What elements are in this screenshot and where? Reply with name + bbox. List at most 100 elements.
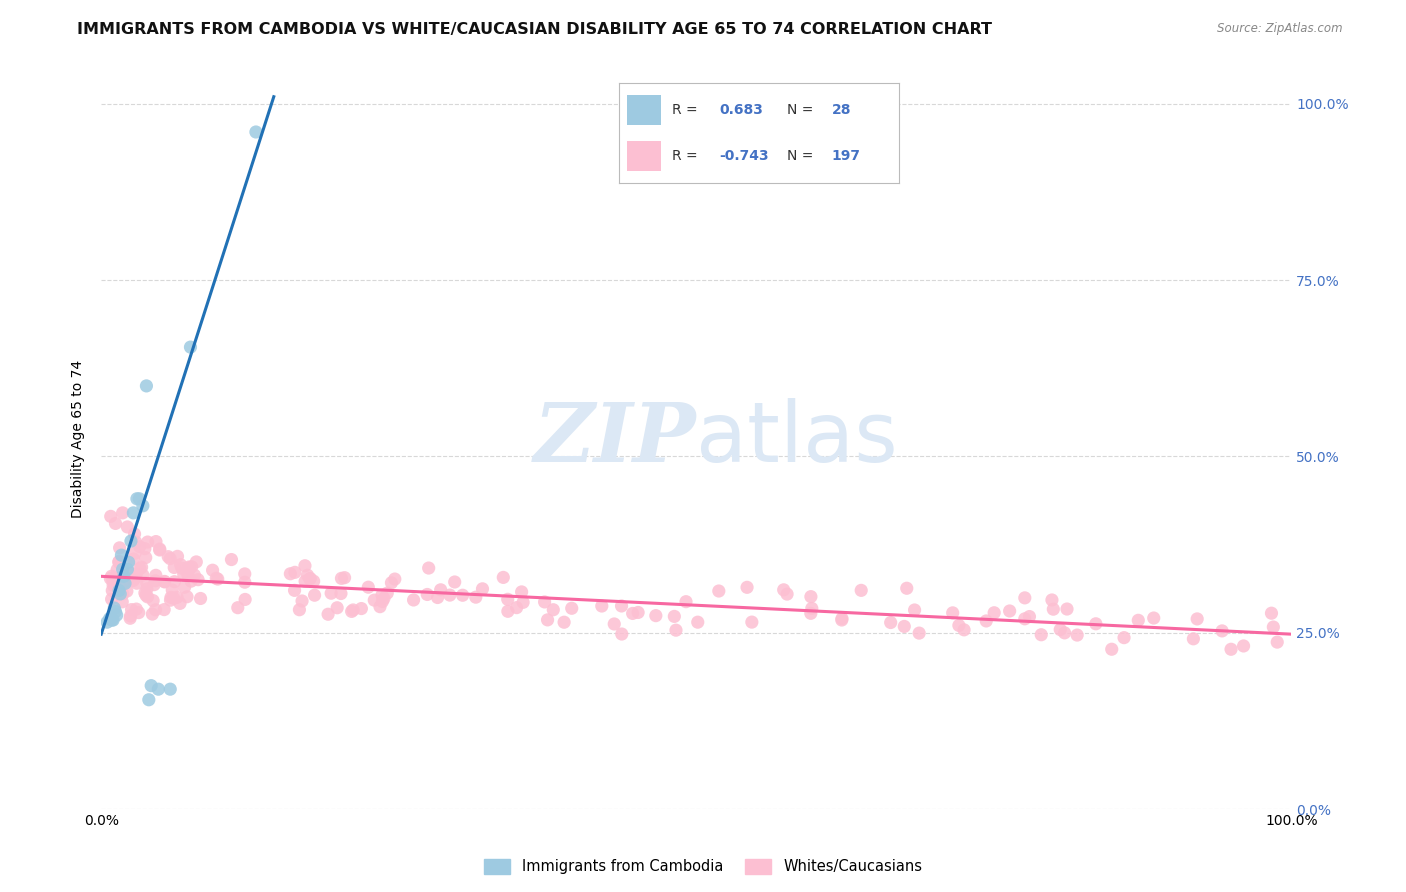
Point bbox=[124, 571, 146, 585]
Point bbox=[122, 552, 145, 566]
Point bbox=[162, 582, 184, 597]
Point bbox=[302, 574, 325, 589]
Point bbox=[121, 571, 143, 585]
Point bbox=[350, 601, 373, 615]
Point bbox=[1220, 642, 1243, 657]
Point bbox=[464, 590, 486, 604]
Point bbox=[120, 609, 142, 624]
Point bbox=[1014, 591, 1036, 605]
Point bbox=[169, 596, 191, 610]
Point bbox=[173, 580, 195, 594]
Point bbox=[512, 595, 534, 609]
Point bbox=[741, 615, 763, 629]
Point bbox=[190, 591, 212, 606]
Point bbox=[226, 600, 249, 615]
Point bbox=[384, 572, 406, 586]
Point bbox=[111, 506, 134, 520]
Point bbox=[136, 535, 159, 549]
Point bbox=[675, 595, 697, 609]
Point bbox=[893, 619, 915, 633]
Point bbox=[125, 576, 148, 591]
Point bbox=[1018, 609, 1040, 624]
Point bbox=[100, 612, 122, 626]
Point bbox=[735, 580, 758, 594]
Point bbox=[291, 594, 314, 608]
Point bbox=[536, 613, 558, 627]
Point bbox=[330, 571, 353, 585]
Point bbox=[118, 566, 141, 580]
Legend: Immigrants from Cambodia, Whites/Caucasians: Immigrants from Cambodia, Whites/Caucasi… bbox=[478, 853, 928, 880]
Point bbox=[1143, 611, 1166, 625]
Point bbox=[380, 575, 402, 590]
Point bbox=[163, 574, 186, 589]
Point bbox=[983, 606, 1005, 620]
Point bbox=[143, 577, 166, 591]
Point bbox=[101, 583, 124, 598]
Point bbox=[800, 601, 823, 615]
Point bbox=[621, 607, 644, 621]
Point bbox=[851, 583, 873, 598]
Point bbox=[136, 582, 159, 596]
Point bbox=[170, 561, 193, 575]
Point bbox=[299, 571, 322, 585]
Point bbox=[1084, 616, 1107, 631]
Point bbox=[1056, 602, 1078, 616]
Point bbox=[100, 592, 122, 607]
Point bbox=[141, 679, 163, 693]
Point bbox=[101, 613, 124, 627]
Point bbox=[135, 379, 157, 393]
Point bbox=[610, 599, 633, 613]
Point bbox=[105, 608, 128, 623]
Point bbox=[183, 568, 205, 582]
Point bbox=[111, 587, 134, 601]
Point bbox=[1185, 612, 1208, 626]
Point bbox=[492, 570, 515, 584]
Point bbox=[1066, 628, 1088, 642]
Point bbox=[108, 557, 131, 571]
Point bbox=[1265, 635, 1288, 649]
Point bbox=[131, 560, 153, 574]
Point bbox=[439, 588, 461, 602]
Point bbox=[371, 588, 394, 602]
Text: atlas: atlas bbox=[696, 399, 898, 479]
Point bbox=[363, 593, 385, 607]
Point bbox=[153, 574, 176, 589]
Point bbox=[953, 623, 976, 637]
Point bbox=[280, 566, 302, 581]
Point bbox=[207, 572, 229, 586]
Point bbox=[142, 593, 165, 607]
Point bbox=[105, 563, 128, 577]
Point bbox=[342, 603, 364, 617]
Point bbox=[284, 566, 307, 580]
Point bbox=[896, 581, 918, 595]
Point bbox=[149, 542, 172, 557]
Point bbox=[98, 612, 121, 626]
Point bbox=[316, 607, 339, 622]
Point bbox=[245, 125, 267, 139]
Point bbox=[221, 552, 243, 566]
Point bbox=[145, 574, 167, 588]
Point bbox=[111, 562, 134, 576]
Point bbox=[800, 590, 823, 604]
Point bbox=[159, 682, 181, 697]
Point bbox=[998, 604, 1021, 618]
Point bbox=[177, 568, 200, 582]
Point bbox=[166, 549, 188, 564]
Point bbox=[879, 615, 901, 630]
Point bbox=[297, 568, 319, 582]
Point bbox=[496, 604, 519, 618]
Point bbox=[122, 574, 145, 588]
Point bbox=[117, 520, 139, 534]
Point bbox=[205, 571, 228, 585]
Point bbox=[117, 562, 139, 576]
Point bbox=[402, 593, 425, 607]
Point bbox=[122, 506, 145, 520]
Point bbox=[136, 590, 159, 604]
Point bbox=[135, 575, 157, 590]
Point bbox=[288, 603, 311, 617]
Point bbox=[627, 606, 650, 620]
Point bbox=[125, 567, 148, 582]
Point bbox=[132, 568, 155, 582]
Point bbox=[443, 574, 465, 589]
Point bbox=[145, 603, 167, 617]
